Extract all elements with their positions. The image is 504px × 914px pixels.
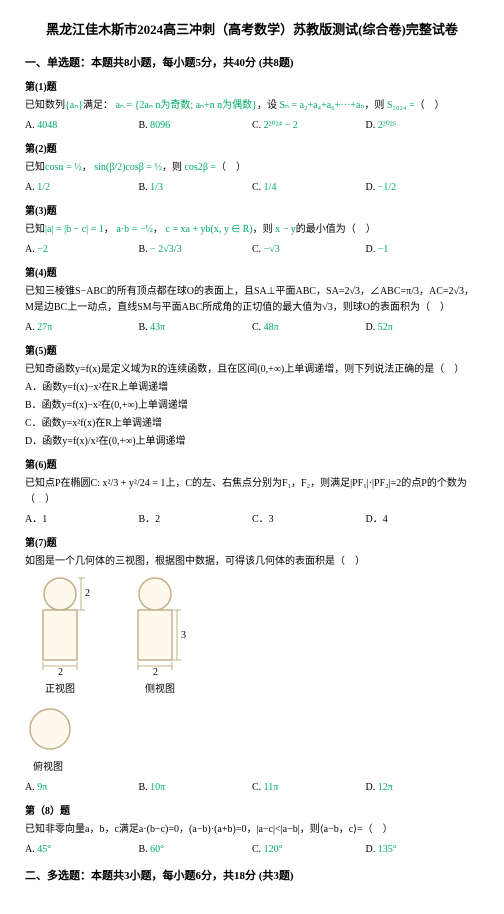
q2-f2: sin(β/2)cosβ = ½	[94, 162, 162, 173]
q6-text: 已知点P在椭圆C: x²/3 + y²/24 = 1上，C的左、右焦点分别为F₁…	[25, 476, 479, 508]
q5-optC: C．函数y=x²f(x)在R上单调递增	[25, 416, 479, 432]
dim-2c: 2	[153, 667, 158, 676]
dim-2a: 2	[85, 588, 90, 599]
q5-optB: B．函数y=f(x)−x²在(0,+∞)上单调递增	[25, 398, 479, 414]
q5-optD: D．函数y=f(x)/x²在(0,+∞)上单调递增	[25, 434, 479, 450]
front-view-label: 正视图	[25, 682, 95, 698]
q7-text: 如图是一个几何体的三视图，根据图中数据，可得该几何体的表面积是（ ）	[25, 554, 479, 570]
q6-label: 第(6)题	[25, 458, 479, 474]
three-views: 2 2 正视图 3 2 侧视图	[25, 576, 479, 698]
front-view-svg: 2 2	[25, 576, 95, 676]
q5-optA: A．函数y=f(x)−x²在R上单调递增	[25, 380, 479, 396]
q1-label: 第(1)题	[25, 80, 479, 96]
q4-label: 第(4)题	[25, 266, 479, 282]
section-1-header: 一、单选题：本题共8小题，每小题5分，共40分 (共8题)	[25, 55, 479, 73]
side-view-svg: 3 2	[125, 576, 195, 676]
q3-f2: a·b = −½	[116, 224, 153, 235]
side-view-label: 侧视图	[125, 682, 195, 698]
top-view-svg	[25, 704, 75, 754]
q3-f4: x − y	[275, 224, 296, 235]
q7-options: A. 9π B. 10π C. 11π D. 12π	[25, 780, 479, 796]
q1-options: A. 4048 B. 8096 C. 2²⁰²⁴ − 2 D. 2²⁰²⁵	[25, 118, 479, 134]
q3-options: A. −2 B. − 2√3/3 C. −√3 D. −1	[25, 242, 479, 258]
q8-label: 第（8）题	[25, 804, 479, 820]
q3-label: 第(3)题	[25, 204, 479, 220]
q2-f1: cosα = ½	[45, 162, 82, 173]
q1-f3: Sₙ = a₂+a₄+a₆+···+aₙ	[279, 100, 364, 111]
q5-text: 已知奇函数y=f(x)是定义域为R的连续函数，且在区间(0,+∞)上单调递增，则…	[25, 362, 479, 378]
q8-options: A. 45° B. 60° C. 120° D. 135°	[25, 842, 479, 858]
dim-2b: 2	[58, 667, 63, 676]
q1-f1: {aₙ}	[65, 100, 83, 111]
q1-text: 已知数列{aₙ}满足： aₙ = {2aₙ n为奇数; aₙ+n n为偶数}，设…	[25, 98, 479, 114]
top-view: 俯视图	[25, 704, 479, 776]
q2-options: A. 1/2 B. 1/3 C. 1/4 D. −1/2	[25, 180, 479, 196]
q2-label: 第(2)题	[25, 142, 479, 158]
section-2-header: 二、多选题：本题共3小题，每小题6分，共18分 (共3题)	[25, 868, 479, 886]
q3-text: 已知|a| = |b − c| = 1， a·b = −½， c = xa + …	[25, 222, 479, 238]
dim-3: 3	[181, 630, 186, 641]
q5-label: 第(5)题	[25, 344, 479, 360]
q3-f1: |a| = |b − c| = 1	[45, 224, 104, 235]
side-view: 3 2 侧视图	[125, 576, 195, 698]
top-view-label: 俯视图	[33, 760, 479, 776]
q4-options: A. 27π B. 43π C. 48π D. 52π	[25, 320, 479, 336]
q3-f3: c = xa + yb(x, y ∈ R)	[165, 224, 252, 235]
q7-label: 第(7)题	[25, 536, 479, 552]
q2-text: 已知cosα = ½， sin(β/2)cosβ = ½，则 cos2β =（ …	[25, 160, 479, 176]
q1-f4: S₂₀₂₄ =	[387, 100, 415, 111]
q8-text: 已知非零向量a，b，c满足a·(b−c)=0，(a−b)·(a+b)=0，|a−…	[25, 822, 479, 838]
page-title: 黑龙江佳木斯市2024高三冲刺（高考数学）苏教版测试(综合卷)完整试卷	[25, 20, 479, 41]
front-view: 2 2 正视图	[25, 576, 95, 698]
q4-text: 已知三棱锥S−ABC的所有顶点都在球O的表面上，且SA⊥平面ABC，SA=2√3…	[25, 284, 479, 316]
q1-f2: aₙ = {2aₙ n为奇数; aₙ+n n为偶数}	[116, 100, 257, 111]
q6-options: A．1 B．2 C．3 D．4	[25, 512, 479, 528]
q2-f3: cos2β =	[184, 162, 216, 173]
